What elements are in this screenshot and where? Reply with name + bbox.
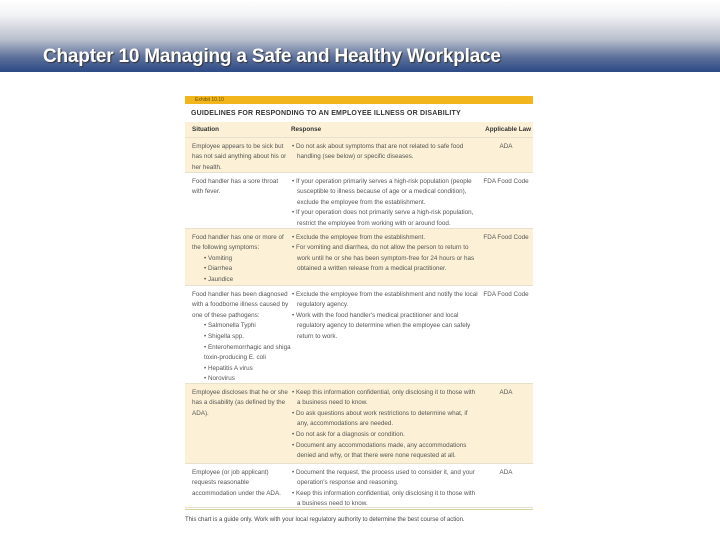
law-cell: FDA Food Code	[483, 233, 529, 241]
response-item: For vomiting and diarrhea, do not allow …	[291, 243, 479, 275]
response-cell: Exclude the employee from the establishm…	[291, 286, 479, 383]
exhibit-table-image: Exhibit 10.10 GUIDELINES FOR RESPONDING …	[185, 96, 533, 525]
table-row: Food handler has been diagnosed with a f…	[185, 286, 533, 384]
symptom-item: Vomiting	[192, 254, 291, 265]
law-cell: FDA Food Code	[483, 177, 529, 185]
situation-text: Food handler has one or more of the foll…	[192, 233, 284, 252]
header-law: Applicable Law	[485, 125, 531, 133]
response-cell: Do not ask about symptoms that are not r…	[291, 138, 479, 172]
symptom-item: Shigella spp.	[192, 332, 291, 343]
exhibit-title: GUIDELINES FOR RESPONDING TO AN EMPLOYEE…	[191, 110, 461, 117]
response-cell: Keep this information confidential, only…	[291, 384, 479, 463]
law-cell: ADA	[499, 388, 513, 396]
response-item: Do not ask for a diagnosis or condition.	[291, 430, 479, 441]
symptom-item: Norovirus	[192, 374, 291, 385]
exhibit-label: Exhibit 10.10	[185, 96, 533, 104]
situation-cell: Employee discloses that he or she has a …	[185, 384, 291, 463]
footnote: This chart is a guide only. Work with yo…	[185, 508, 533, 526]
response-item: Keep this information confidential, only…	[291, 489, 479, 510]
symptom-item: Diarrhea	[192, 264, 291, 275]
response-item: Document any accommodations made, any ac…	[291, 441, 479, 462]
situation-cell: Employee appears to be sick but has not …	[185, 138, 291, 172]
situation-cell: Employee (or job applicant) requests rea…	[185, 464, 291, 507]
response-item: Keep this information confidential, only…	[291, 388, 479, 409]
response-item: Exclude the employee from the establishm…	[291, 290, 479, 311]
situation-text: Employee appears to be sick but has not …	[192, 142, 287, 171]
situation-cell: Food handler has a sore throat with feve…	[185, 173, 291, 228]
table-row: Employee appears to be sick but has not …	[185, 137, 533, 173]
response-item: If your operation primarily serves a hig…	[291, 177, 479, 209]
law-cell: ADA	[499, 142, 513, 150]
symptom-item: Jaundice	[192, 275, 291, 286]
table-header: Situation Response Applicable Law	[185, 121, 533, 138]
response-cell: Exclude the employee from the establishm…	[291, 229, 479, 285]
situation-text: Employee (or job applicant) requests rea…	[192, 468, 281, 497]
response-item: Exclude the employee from the establishm…	[291, 233, 479, 244]
situation-text: Food handler has been diagnosed with a f…	[192, 290, 289, 319]
slide-title: Chapter 10 Managing a Safe and Healthy W…	[43, 46, 501, 67]
table-row: Food handler has one or more of the foll…	[185, 228, 533, 286]
law-cell: ADA	[499, 468, 513, 476]
response-item: Do ask questions about work restrictions…	[291, 409, 479, 430]
response-item: Work with the food handler's medical pra…	[291, 311, 479, 343]
situation-text: Food handler has a sore throat with feve…	[192, 177, 279, 196]
situation-cell: Food handler has one or more of the foll…	[185, 229, 291, 285]
table-row: Employee discloses that he or she has a …	[185, 383, 533, 464]
header-situation: Situation	[192, 125, 219, 133]
table-row: Employee (or job applicant) requests rea…	[185, 464, 533, 508]
symptom-item: Enterohemorrhagic and shiga toxin-produc…	[192, 343, 291, 364]
response-item: If your operation does not primarily ser…	[291, 208, 479, 229]
response-cell: If your operation primarily serves a hig…	[291, 173, 479, 228]
symptom-item: Salmonella Typhi	[192, 321, 291, 332]
law-cell: FDA Food Code	[483, 290, 529, 298]
title-banner	[0, 0, 720, 72]
response-item: Do not ask about symptoms that are not r…	[291, 142, 479, 163]
table-row: Food handler has a sore throat with feve…	[185, 173, 533, 229]
situation-cell: Food handler has been diagnosed with a f…	[185, 286, 291, 383]
symptom-item: Hepatitis A virus	[192, 364, 291, 375]
response-cell: Document the request, the process used t…	[291, 464, 479, 510]
situation-text: Employee discloses that he or she has a …	[192, 388, 288, 417]
header-response: Response	[291, 125, 322, 133]
response-item: Document the request, the process used t…	[291, 468, 479, 489]
